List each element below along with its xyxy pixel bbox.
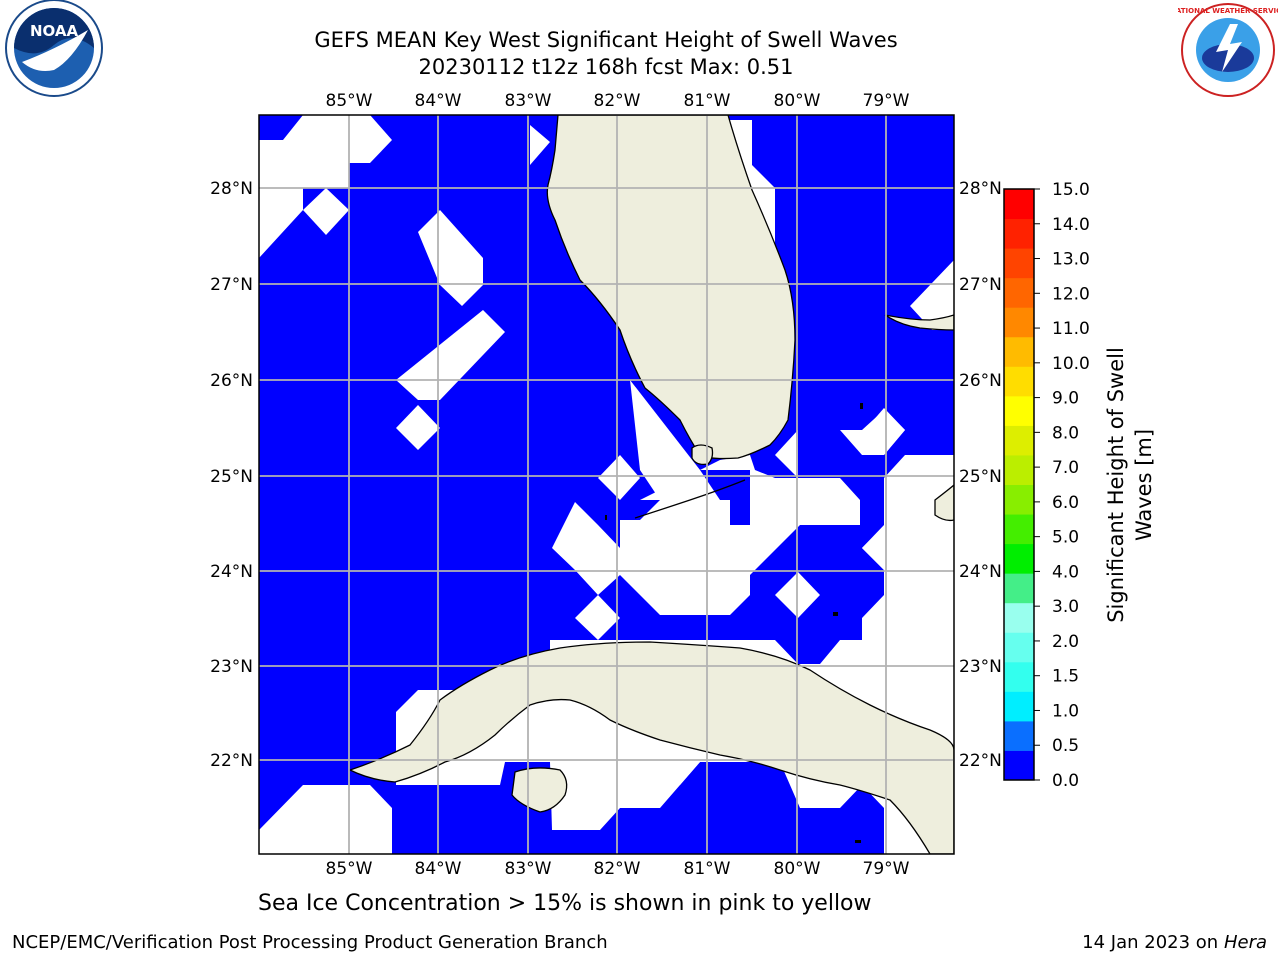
title-line-1: GEFS MEAN Key West Significant Height of…	[314, 28, 898, 52]
lat-tick-right: 28°N	[959, 179, 1002, 199]
nws-logo-text: NATIONAL WEATHER SERVICE	[1178, 7, 1278, 15]
colorbar-tick-label: 1.0	[1052, 701, 1079, 721]
lat-tick-left: 27°N	[210, 275, 253, 295]
map-frame	[258, 114, 955, 855]
lon-tick-top: 83°W	[505, 91, 552, 111]
lon-tick-bottom: 79°W	[863, 859, 910, 879]
florida-keys	[634, 479, 746, 519]
sea-ice-note: Sea Ice Concentration > 15% is shown in …	[258, 891, 872, 916]
colorbar-swatch	[1004, 307, 1034, 338]
colorbar-tick-label: 10.0	[1052, 354, 1090, 374]
lon-tick-bottom: 84°W	[415, 859, 462, 879]
footer-date-text: 14 Jan 2023 on	[1082, 932, 1224, 953]
colorbar-tick-label: 4.0	[1052, 562, 1079, 582]
colorbar-swatch	[1004, 218, 1034, 249]
lat-tick-left: 25°N	[210, 467, 253, 487]
lat-tick-right: 27°N	[959, 275, 1002, 295]
colorbar-swatch	[1004, 277, 1034, 308]
colorbar-tick-label: 13.0	[1052, 250, 1090, 270]
lat-tick-right: 25°N	[959, 467, 1002, 487]
lat-tick-left: 22°N	[210, 751, 253, 771]
colorbar-tick-label: 11.0	[1052, 319, 1090, 339]
colorbar-swatch	[1004, 425, 1034, 456]
colorbar-tick-label: 6.0	[1052, 493, 1079, 513]
colorbar-swatch	[1004, 336, 1034, 367]
lat-tick-left: 28°N	[210, 179, 253, 199]
lon-tick-bottom: 83°W	[505, 859, 552, 879]
colorbar-swatch	[1004, 661, 1034, 692]
colorbar-swatch	[1004, 514, 1034, 545]
small-islands	[605, 403, 863, 843]
colorbar-tick-label: 8.0	[1052, 423, 1079, 443]
gridlines	[259, 115, 954, 854]
colorbar-tick-label: 14.0	[1052, 215, 1090, 235]
colorbar-tick-label: 0.0	[1052, 771, 1079, 791]
colorbar-swatch	[1004, 484, 1034, 515]
colorbar-tick-label: 1.5	[1052, 667, 1079, 687]
lon-tick-top: 81°W	[684, 91, 731, 111]
colorbar-swatch	[1004, 543, 1034, 574]
colorbar-swatch	[1004, 750, 1034, 781]
colorbar-swatch	[1004, 454, 1034, 485]
lat-tick-right: 23°N	[959, 657, 1002, 677]
colorbar-swatch	[1004, 395, 1034, 426]
colorbar-swatch	[1004, 248, 1034, 279]
colorbar-tick-label: 3.0	[1052, 597, 1079, 617]
nws-logo: NATIONAL WEATHER SERVICE	[1178, 3, 1278, 97]
colorbar	[1003, 188, 1035, 781]
lon-tick-top: 82°W	[594, 91, 641, 111]
lon-tick-top: 79°W	[863, 91, 910, 111]
lon-tick-top: 84°W	[415, 91, 462, 111]
colorbar-label-line-2: Waves [m]	[1132, 429, 1156, 541]
footer-date: 14 Jan 2023 on Hera	[1082, 932, 1267, 953]
colorbar-tick-label: 2.0	[1052, 632, 1079, 652]
colorbar-tick-label: 0.5	[1052, 736, 1079, 756]
lon-tick-top: 80°W	[774, 91, 821, 111]
lon-tick-bottom: 80°W	[774, 859, 821, 879]
colorbar-swatch	[1004, 602, 1034, 633]
lat-tick-left: 24°N	[210, 562, 253, 582]
colorbar-tick-label: 12.0	[1052, 284, 1090, 304]
lat-tick-right: 24°N	[959, 562, 1002, 582]
colorbar-tick-label: 9.0	[1052, 389, 1079, 409]
land	[348, 115, 954, 854]
lat-tick-right: 26°N	[959, 371, 1002, 391]
colorbar-frame	[1003, 188, 1035, 781]
lat-tick-right: 22°N	[959, 751, 1002, 771]
colorbar-tick-label: 15.0	[1052, 180, 1090, 200]
footer-credit: NCEP/EMC/Verification Post Processing Pr…	[12, 932, 608, 953]
lon-tick-bottom: 81°W	[684, 859, 731, 879]
noaa-logo-text: NOAA	[30, 22, 79, 40]
colorbar-tick-label: 5.0	[1052, 528, 1079, 548]
colorbar-label-line-1: Significant Height of Swell	[1104, 347, 1128, 623]
lat-tick-left: 23°N	[210, 657, 253, 677]
lon-tick-bottom: 85°W	[326, 859, 373, 879]
colorbar-tick-label: 7.0	[1052, 458, 1079, 478]
title-line-2: 20230112 t12z 168h fcst Max: 0.51	[418, 55, 794, 79]
colorbar-swatch	[1004, 189, 1034, 220]
colorbar-swatch	[1004, 720, 1034, 751]
lon-tick-bottom: 82°W	[594, 859, 641, 879]
lat-tick-left: 26°N	[210, 371, 253, 391]
footer-host: Hera	[1223, 932, 1267, 953]
colorbar-swatch	[1004, 632, 1034, 663]
colorbar-swatch	[1004, 573, 1034, 604]
lon-tick-top: 85°W	[326, 91, 373, 111]
noaa-logo: NOAA	[5, 0, 103, 97]
colorbar-ticks: 0.0 0.5 1.0 1.5 2.0 3.0 4.0 5.0 6.0 7.0 8.0 9.0 10.0…	[1034, 180, 1090, 791]
colorbar-swatch	[1004, 366, 1034, 397]
colorbar-swatch	[1004, 691, 1034, 722]
